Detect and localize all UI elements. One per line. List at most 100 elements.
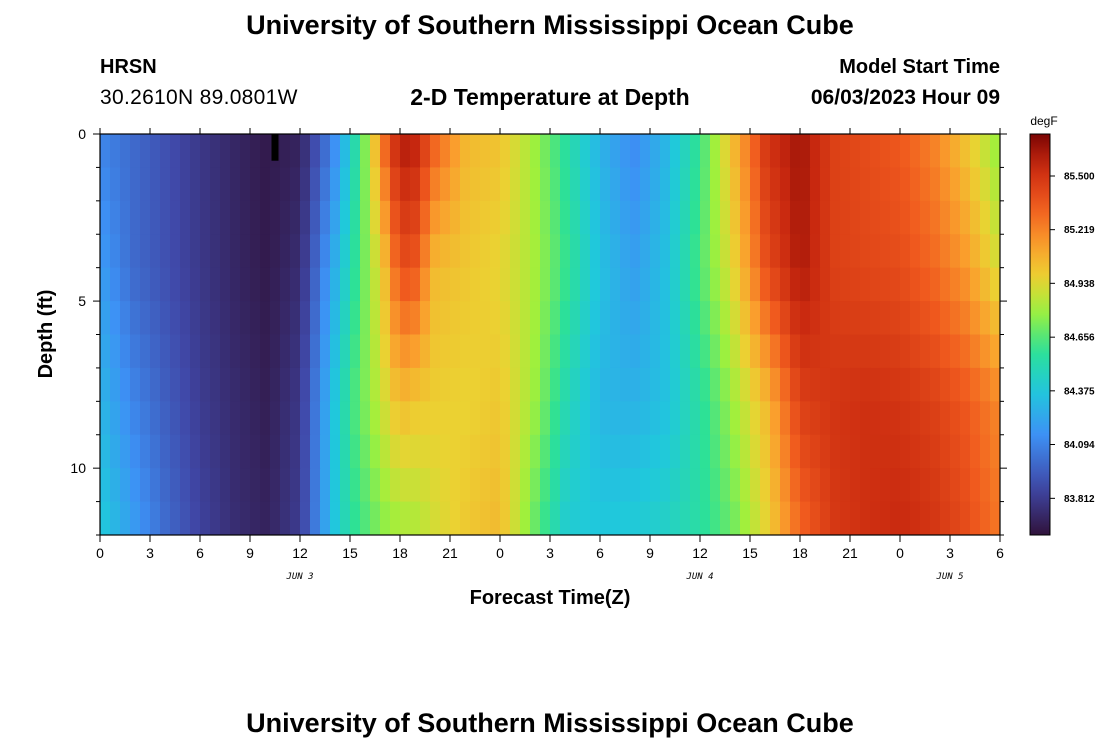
heatmap-cell bbox=[500, 134, 511, 169]
heatmap-cell bbox=[810, 167, 821, 202]
heatmap-cell bbox=[920, 200, 931, 235]
heatmap-cell bbox=[110, 134, 121, 169]
heatmap-cell bbox=[130, 200, 141, 235]
heatmap-cell bbox=[350, 301, 361, 336]
heatmap-cell bbox=[930, 334, 941, 369]
heatmap-cell bbox=[810, 134, 821, 169]
heatmap-cell bbox=[910, 200, 921, 235]
heatmap-cell bbox=[190, 334, 201, 369]
heatmap-cell bbox=[280, 401, 291, 436]
heatmap-cell bbox=[470, 334, 481, 369]
heatmap-cell bbox=[540, 200, 551, 235]
heatmap-cell bbox=[230, 134, 241, 169]
heatmap-cell bbox=[440, 367, 451, 402]
heatmap-cell bbox=[720, 434, 731, 469]
heatmap-cell bbox=[850, 434, 861, 469]
heatmap-cell bbox=[400, 167, 411, 202]
heatmap-cell bbox=[510, 401, 521, 436]
heatmap-cell bbox=[890, 167, 901, 202]
heatmap-cell bbox=[610, 234, 621, 269]
heatmap-cell bbox=[160, 200, 171, 235]
heatmap-cell bbox=[150, 234, 161, 269]
heatmap-cell bbox=[920, 367, 931, 402]
heatmap-cell bbox=[780, 334, 791, 369]
heatmap-cell bbox=[630, 134, 641, 169]
heatmap-cell bbox=[380, 167, 391, 202]
heatmap-cell bbox=[610, 401, 621, 436]
heatmap-cell bbox=[810, 501, 821, 535]
heatmap-cell bbox=[650, 200, 661, 235]
heatmap-cell bbox=[980, 134, 991, 169]
x-tick-label: 3 bbox=[146, 545, 154, 561]
heatmap-cell bbox=[920, 401, 931, 436]
heatmap-cell bbox=[980, 267, 991, 302]
heatmap-cell bbox=[410, 434, 421, 469]
heatmap-cell bbox=[720, 134, 731, 169]
heatmap-cell bbox=[440, 134, 451, 169]
heatmap-cell bbox=[970, 501, 981, 535]
heatmap-cell bbox=[900, 501, 911, 535]
heatmap-cell bbox=[490, 134, 501, 169]
heatmap-cell bbox=[170, 267, 181, 302]
heatmap-cell bbox=[100, 367, 111, 402]
heatmap-cell bbox=[600, 234, 611, 269]
heatmap-cell bbox=[240, 134, 251, 169]
heatmap-cell bbox=[550, 367, 561, 402]
heatmap-cell bbox=[260, 267, 271, 302]
heatmap-cell bbox=[610, 134, 621, 169]
heatmap-cell bbox=[820, 334, 831, 369]
heatmap-cell bbox=[290, 401, 301, 436]
heatmap-cell bbox=[680, 200, 691, 235]
heatmap-cell bbox=[300, 301, 311, 336]
heatmap-cell bbox=[420, 468, 431, 503]
heatmap-cell bbox=[400, 434, 411, 469]
heatmap-cell bbox=[570, 234, 581, 269]
heatmap-cell bbox=[500, 167, 511, 202]
heatmap-cell bbox=[520, 134, 531, 169]
heatmap-cell bbox=[430, 234, 441, 269]
heatmap-cell bbox=[540, 234, 551, 269]
heatmap-cell bbox=[730, 267, 741, 302]
heatmap-cell bbox=[630, 301, 641, 336]
colorbar-tick-label: 85.500 bbox=[1064, 172, 1095, 183]
heatmap-cell bbox=[760, 234, 771, 269]
heatmap-cell bbox=[690, 267, 701, 302]
heatmap-cell bbox=[350, 468, 361, 503]
heatmap-cell bbox=[340, 167, 351, 202]
heatmap-cell bbox=[280, 134, 291, 169]
heatmap-cell bbox=[620, 267, 631, 302]
heatmap-cell bbox=[840, 301, 851, 336]
heatmap-cell bbox=[200, 167, 211, 202]
heatmap-cell bbox=[970, 234, 981, 269]
heatmap-cell bbox=[900, 468, 911, 503]
heatmap-cell bbox=[450, 367, 461, 402]
heatmap-cell bbox=[470, 267, 481, 302]
heatmap-cell bbox=[970, 200, 981, 235]
heatmap-cell bbox=[770, 401, 781, 436]
heatmap-cell bbox=[690, 134, 701, 169]
heatmap-cell bbox=[450, 334, 461, 369]
heatmap-cell bbox=[100, 200, 111, 235]
heatmap-cell bbox=[310, 401, 321, 436]
heatmap-cell bbox=[110, 367, 121, 402]
heatmap-cell bbox=[240, 434, 251, 469]
heatmap-cell bbox=[190, 267, 201, 302]
heatmap-cell bbox=[530, 134, 541, 169]
heatmap-cell bbox=[720, 301, 731, 336]
heatmap-cell bbox=[390, 401, 401, 436]
heatmap-cell bbox=[170, 301, 181, 336]
heatmap-cell bbox=[960, 234, 971, 269]
heatmap-cell bbox=[260, 200, 271, 235]
heatmap-cell bbox=[540, 468, 551, 503]
heatmap-cell bbox=[170, 468, 181, 503]
heatmap-cell bbox=[450, 267, 461, 302]
heatmap-cell bbox=[260, 134, 271, 169]
heatmap-cell bbox=[880, 501, 891, 535]
heatmap-cell bbox=[280, 200, 291, 235]
heatmap-cell bbox=[680, 434, 691, 469]
heatmap-cell bbox=[380, 501, 391, 535]
heatmap-cell bbox=[850, 234, 861, 269]
heatmap-cell bbox=[510, 367, 521, 402]
heatmap-cell bbox=[730, 167, 741, 202]
heatmap-cell bbox=[590, 501, 601, 535]
